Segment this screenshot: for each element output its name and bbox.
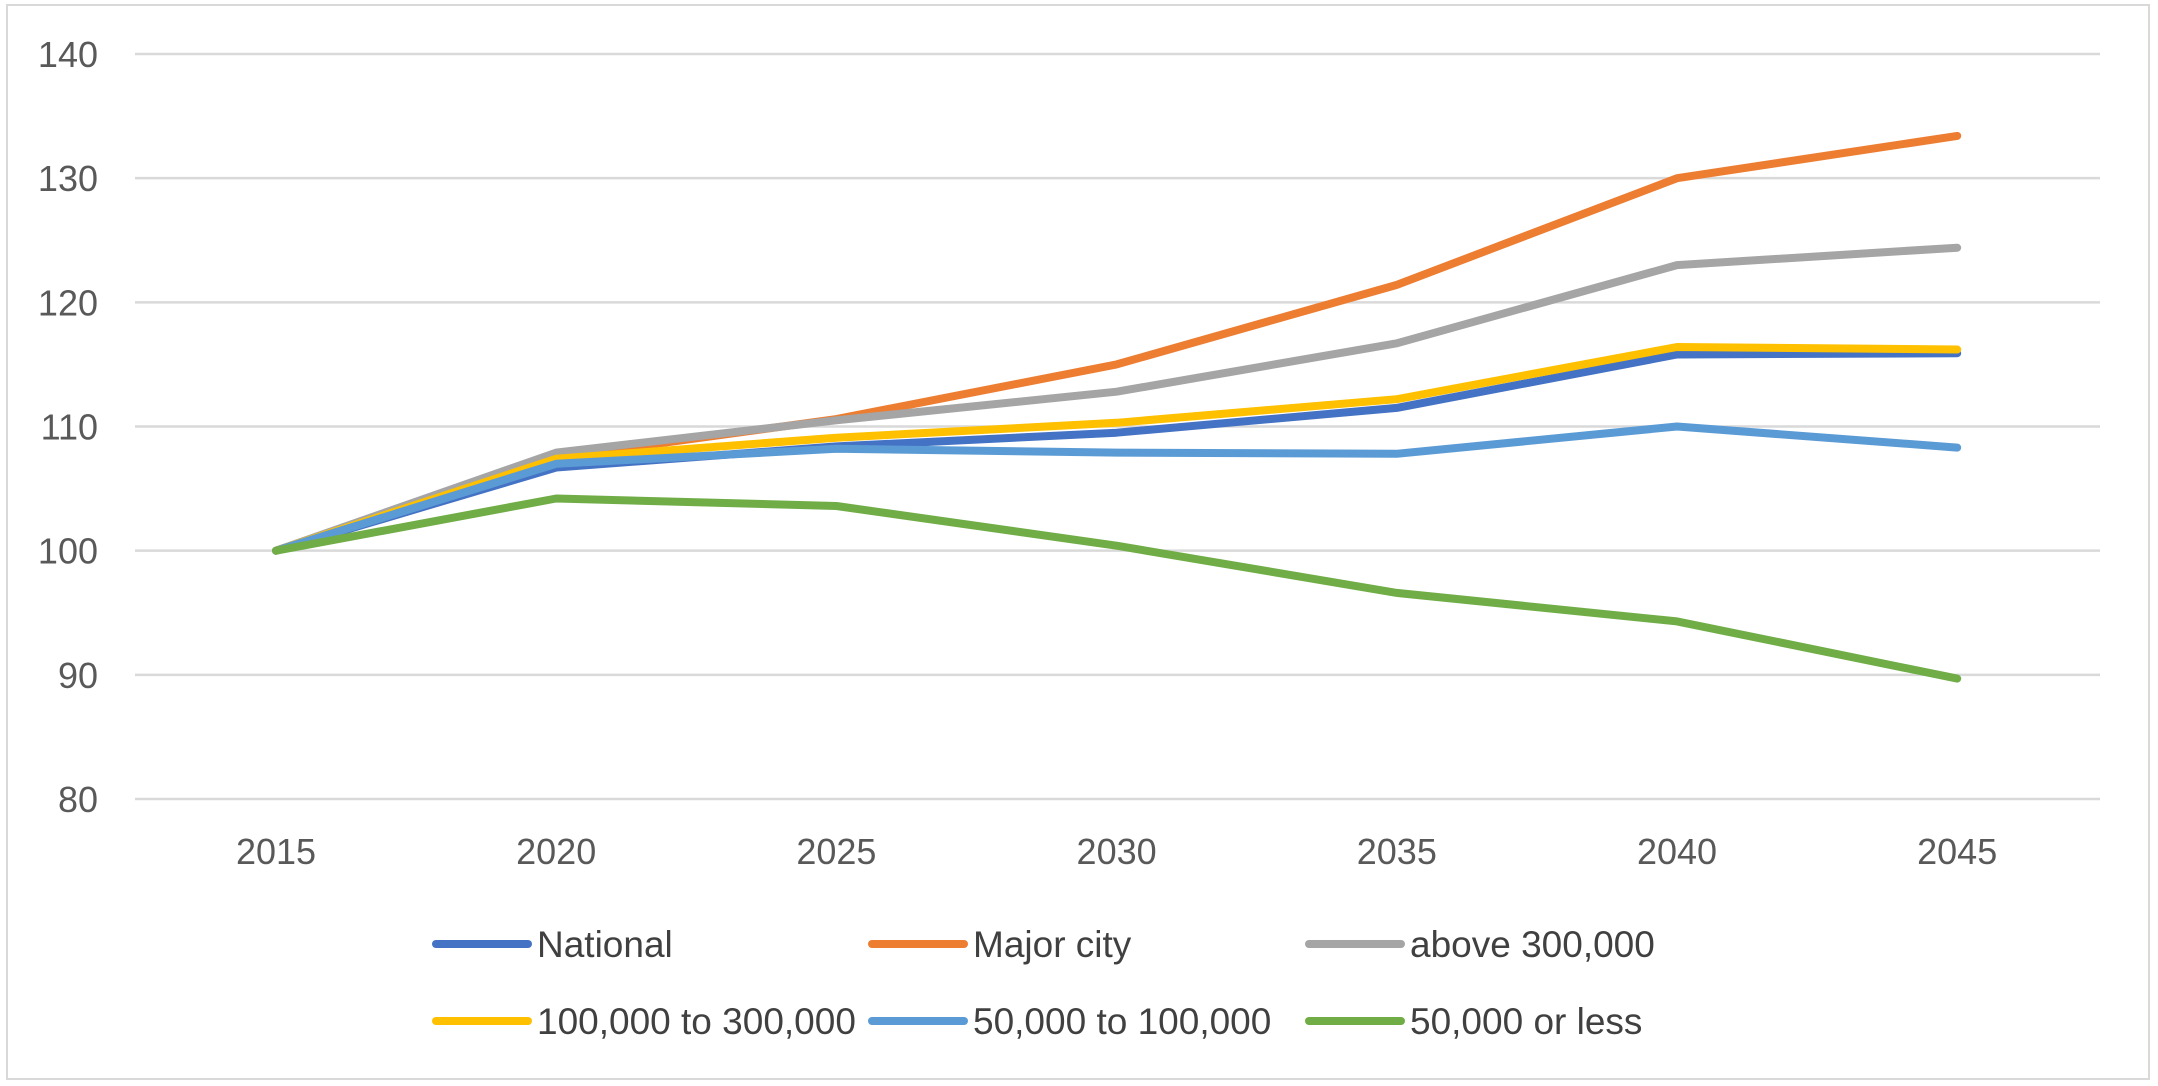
- x-tick-label: 2025: [796, 831, 876, 872]
- y-tick-label: 90: [58, 655, 98, 696]
- x-tick-label: 2045: [1917, 831, 1997, 872]
- y-tick-label: 80: [58, 779, 98, 820]
- legend-item: 50,000 or less: [1305, 1001, 1642, 1042]
- legend-label: 50,000 to 100,000: [973, 1001, 1271, 1042]
- x-tick-label: 2015: [236, 831, 316, 872]
- legend-label: 100,000 to 300,000: [537, 1001, 856, 1042]
- y-tick-label: 130: [38, 158, 98, 199]
- x-tick-label: 2040: [1637, 831, 1717, 872]
- legend-label: Major city: [973, 924, 1132, 965]
- gridlines: [135, 52, 2100, 801]
- x-tick-label: 2020: [516, 831, 596, 872]
- legend-item: above 300,000: [1305, 924, 1655, 965]
- y-tick-label: 140: [38, 34, 98, 75]
- legend-label: 50,000 or less: [1410, 1001, 1642, 1042]
- legend: National Major city above 300,000 100,000 t…: [432, 924, 1655, 1042]
- series-line: [272, 243, 1962, 555]
- series-line: [272, 343, 1962, 555]
- legend-item: Major city: [868, 924, 1132, 965]
- legend-label: above 300,000: [1410, 924, 1655, 965]
- y-tick-label: 100: [38, 531, 98, 572]
- series-line: [272, 422, 1962, 555]
- legend-label: National: [537, 924, 673, 965]
- series-line: [272, 494, 1962, 683]
- x-axis-ticks: 2015 2020 2025 2030 2035 2040 2045: [236, 831, 1997, 872]
- legend-item: National: [432, 924, 673, 965]
- x-tick-label: 2030: [1077, 831, 1157, 872]
- y-axis-ticks: 80 90 100 110 120 130 140: [38, 34, 98, 820]
- series-lines: [272, 131, 1962, 683]
- x-tick-label: 2035: [1357, 831, 1437, 872]
- y-tick-label: 120: [38, 282, 98, 323]
- legend-item: 100,000 to 300,000: [432, 1001, 856, 1042]
- y-tick-label: 110: [41, 407, 98, 448]
- legend-item: 50,000 to 100,000: [868, 1001, 1271, 1042]
